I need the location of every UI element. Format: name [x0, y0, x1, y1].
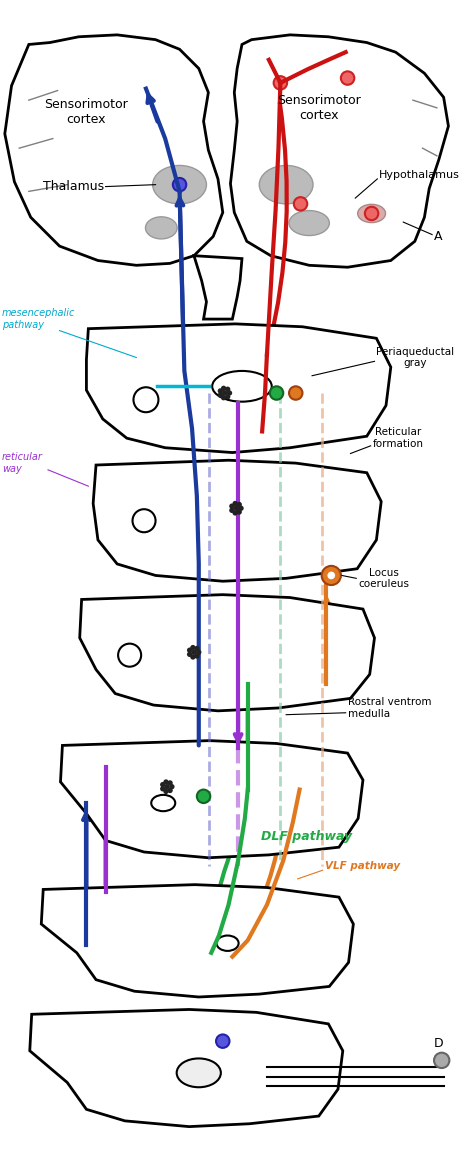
Text: Rostral ventrom
medulla: Rostral ventrom medulla — [347, 697, 431, 719]
Circle shape — [328, 571, 335, 579]
Circle shape — [173, 178, 186, 191]
Ellipse shape — [358, 204, 385, 223]
Circle shape — [273, 76, 287, 89]
Circle shape — [167, 788, 173, 793]
Circle shape — [190, 645, 196, 650]
Circle shape — [237, 502, 242, 507]
Polygon shape — [93, 460, 381, 581]
Circle shape — [434, 1052, 449, 1069]
Circle shape — [229, 508, 235, 513]
Circle shape — [225, 394, 230, 400]
Text: Thalamus: Thalamus — [43, 181, 104, 194]
Polygon shape — [5, 35, 223, 265]
Circle shape — [187, 652, 192, 657]
Circle shape — [270, 386, 283, 400]
Ellipse shape — [259, 165, 313, 204]
Circle shape — [221, 395, 226, 400]
Circle shape — [164, 779, 169, 785]
Text: Locus
coeruleus: Locus coeruleus — [358, 568, 409, 589]
Text: Sensorimotor
cortex: Sensorimotor cortex — [45, 97, 128, 126]
Circle shape — [191, 650, 197, 655]
Text: DLF pathway: DLF pathway — [261, 830, 352, 843]
Circle shape — [196, 650, 201, 655]
Ellipse shape — [153, 165, 207, 204]
Circle shape — [227, 391, 232, 395]
Text: A: A — [434, 230, 443, 243]
Text: Reticular
formation: Reticular formation — [373, 427, 424, 449]
Circle shape — [222, 391, 228, 395]
Circle shape — [234, 506, 239, 511]
Text: Hypothalamus: Hypothalamus — [379, 170, 460, 179]
Polygon shape — [86, 324, 391, 453]
Circle shape — [341, 72, 355, 84]
Polygon shape — [41, 884, 353, 997]
Polygon shape — [230, 35, 448, 267]
Circle shape — [232, 510, 238, 516]
Text: Sensorimotor
cortex: Sensorimotor cortex — [277, 94, 361, 122]
Circle shape — [322, 565, 341, 585]
Circle shape — [229, 503, 235, 509]
Text: mesencephalic
pathway: mesencephalic pathway — [2, 308, 75, 330]
Circle shape — [190, 655, 196, 659]
Circle shape — [218, 393, 223, 398]
Circle shape — [216, 1035, 229, 1047]
Circle shape — [238, 506, 244, 511]
Circle shape — [164, 788, 169, 794]
Text: reticular
way: reticular way — [2, 453, 43, 474]
Ellipse shape — [289, 211, 329, 236]
Circle shape — [167, 780, 173, 786]
Circle shape — [289, 386, 302, 400]
Polygon shape — [61, 740, 363, 857]
Circle shape — [169, 784, 174, 789]
Circle shape — [160, 786, 165, 792]
Circle shape — [187, 647, 192, 653]
Polygon shape — [194, 256, 242, 319]
Circle shape — [164, 784, 170, 789]
Text: VLF pathway: VLF pathway — [325, 861, 400, 872]
Circle shape — [194, 646, 200, 651]
Circle shape — [194, 653, 200, 659]
Circle shape — [232, 501, 238, 507]
Circle shape — [225, 387, 230, 392]
Circle shape — [365, 206, 378, 221]
Text: Periaqueductal
gray: Periaqueductal gray — [376, 347, 455, 368]
Circle shape — [294, 197, 307, 211]
Ellipse shape — [146, 217, 177, 239]
Polygon shape — [30, 1010, 343, 1126]
Circle shape — [237, 509, 242, 515]
Ellipse shape — [177, 1058, 221, 1087]
Circle shape — [197, 789, 210, 804]
Circle shape — [218, 388, 223, 394]
Circle shape — [160, 782, 165, 787]
Text: D: D — [434, 1037, 444, 1050]
Polygon shape — [80, 595, 374, 711]
Circle shape — [221, 386, 226, 391]
